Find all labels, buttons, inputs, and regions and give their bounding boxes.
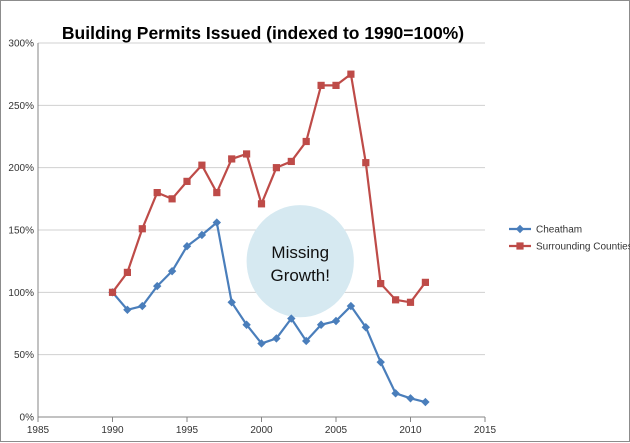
data-point (331, 316, 341, 326)
annotation: Missing Growth! (246, 205, 354, 318)
axes (37, 43, 486, 422)
data-point (421, 278, 429, 286)
data-point (123, 268, 131, 276)
data-point (391, 389, 400, 398)
data-point (287, 157, 295, 166)
y-tick-label: 0% (20, 413, 35, 424)
series (108, 70, 430, 407)
data-point (272, 164, 280, 172)
data-point (392, 296, 400, 304)
data-point (347, 70, 355, 78)
data-point (376, 357, 385, 367)
data-point (287, 314, 296, 323)
annotation-line2: Growth! (270, 266, 330, 285)
data-point (182, 242, 192, 251)
legend-item: Surrounding Counties (509, 242, 630, 253)
legend: Cheatham Surrounding Counties (509, 225, 630, 253)
data-point (242, 320, 251, 329)
data-point (257, 200, 266, 208)
data-point (302, 336, 311, 346)
chart-title: Building Permits Issued (indexed to 1990… (62, 23, 464, 43)
data-point (198, 161, 206, 169)
series-line (111, 73, 427, 304)
x-tick-label: 2015 (474, 425, 497, 436)
series-surrounding-counties (108, 70, 429, 306)
x-tick-label: 1990 (101, 425, 124, 436)
legend-marker (516, 242, 524, 250)
data-point (153, 281, 162, 291)
x-tick-label: 1985 (27, 425, 50, 436)
legend-marker (515, 224, 525, 234)
data-point (123, 305, 132, 314)
data-point (421, 397, 430, 407)
data-point (138, 301, 147, 311)
data-point (257, 339, 266, 348)
x-tick-label: 2005 (325, 425, 348, 436)
data-point (406, 298, 415, 306)
data-point (316, 320, 326, 329)
annotation-line1: Missing (271, 243, 329, 262)
y-tick-label: 100% (8, 288, 34, 299)
data-point (228, 155, 236, 163)
legend-item: Cheatham (509, 225, 582, 236)
series-line (111, 221, 426, 404)
x-tick-label: 2010 (399, 425, 422, 436)
y-tick-label: 50% (14, 350, 34, 361)
data-point (168, 195, 176, 203)
y-tick-label: 250% (8, 101, 34, 112)
legend-label: Cheatham (536, 225, 582, 236)
data-point (167, 266, 177, 276)
data-point (153, 189, 161, 197)
tick-labels: 0% 50% 100% 150% 200% 250% 300% 1985 1990 1995 200… (8, 39, 496, 437)
data-point (346, 301, 356, 311)
data-point (362, 159, 370, 167)
data-point (406, 394, 415, 403)
data-point (227, 298, 236, 307)
data-point (243, 150, 251, 158)
data-point (272, 334, 281, 343)
y-tick-label: 150% (8, 226, 34, 237)
data-point (138, 225, 146, 233)
x-tick-label: 2000 (250, 425, 273, 436)
data-point (213, 189, 221, 197)
legend-label: Surrounding Counties (536, 242, 630, 253)
y-tick-label: 300% (8, 39, 34, 50)
data-point (377, 280, 385, 288)
x-tick-label: 1995 (176, 425, 199, 436)
data-point (197, 230, 207, 240)
data-point (361, 323, 370, 332)
data-point (108, 288, 117, 296)
data-point (317, 81, 325, 89)
grid (38, 42, 485, 356)
data-point (302, 137, 310, 146)
y-tick-label: 200% (8, 163, 34, 174)
data-point (212, 218, 221, 227)
data-point (183, 177, 191, 185)
data-point (332, 81, 340, 89)
missing-growth-ellipse (246, 205, 354, 318)
